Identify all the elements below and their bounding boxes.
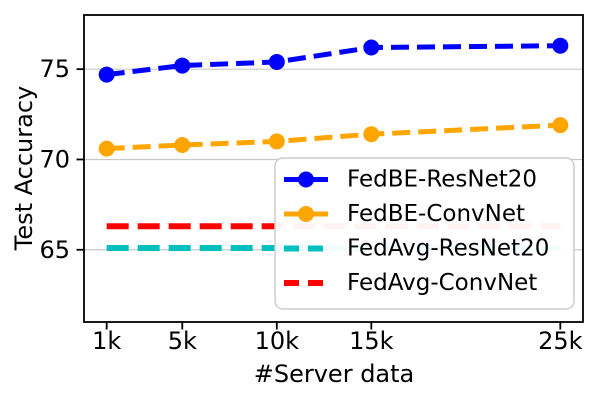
- series-line-FedBE-ResNet20: [106, 43, 561, 78]
- x-tick-label-25k: 25k: [538, 327, 583, 355]
- x-tick-label-15k: 15k: [349, 327, 394, 355]
- y-axis-title: Test Accuracy: [10, 85, 38, 251]
- series-marker-FedBE-ResNet20-25k: [552, 37, 569, 54]
- legend-label-FedAvg-ConvNet: FedAvg-ConvNet: [347, 270, 537, 296]
- x-tick-label-5k: 5k: [168, 327, 197, 355]
- legend-box: [274, 157, 575, 310]
- series-marker-FedBE-ResNet20-15k: [363, 39, 380, 56]
- y-tick-label-70: 70: [39, 145, 70, 173]
- series-marker-FedBE-ConvNet-15k: [363, 126, 380, 143]
- series-marker-FedBE-ResNet20-10k: [268, 53, 285, 70]
- y-tick-label-75: 75: [39, 55, 70, 83]
- x-tick-label-1k: 1k: [92, 327, 121, 355]
- series-marker-FedBE-ConvNet-5k: [174, 137, 191, 154]
- plot-border: [83, 14, 584, 323]
- legend-sample-marker-FedBE-ResNet20: [298, 171, 314, 188]
- series-marker-FedBE-ConvNet-25k: [552, 117, 569, 134]
- legend-label-FedAvg-ResNet20: FedAvg-ResNet20: [347, 236, 549, 262]
- legend-label-FedBE-ResNet20: FedBE-ResNet20: [347, 167, 537, 193]
- x-axis-title: #Server data: [253, 360, 415, 388]
- x-tick-label-10k: 10k: [255, 327, 300, 355]
- series-marker-FedBE-ResNet20-5k: [174, 57, 191, 74]
- legend-label-FedBE-ConvNet: FedBE-ConvNet: [347, 201, 525, 227]
- legend-sample-marker-FedBE-ConvNet: [298, 206, 314, 222]
- series-marker-FedBE-ResNet20-1k: [98, 66, 115, 83]
- series-marker-FedBE-ConvNet-10k: [268, 133, 285, 150]
- y-tick-label-65: 65: [39, 236, 70, 264]
- series-marker-FedBE-ConvNet-1k: [98, 140, 115, 157]
